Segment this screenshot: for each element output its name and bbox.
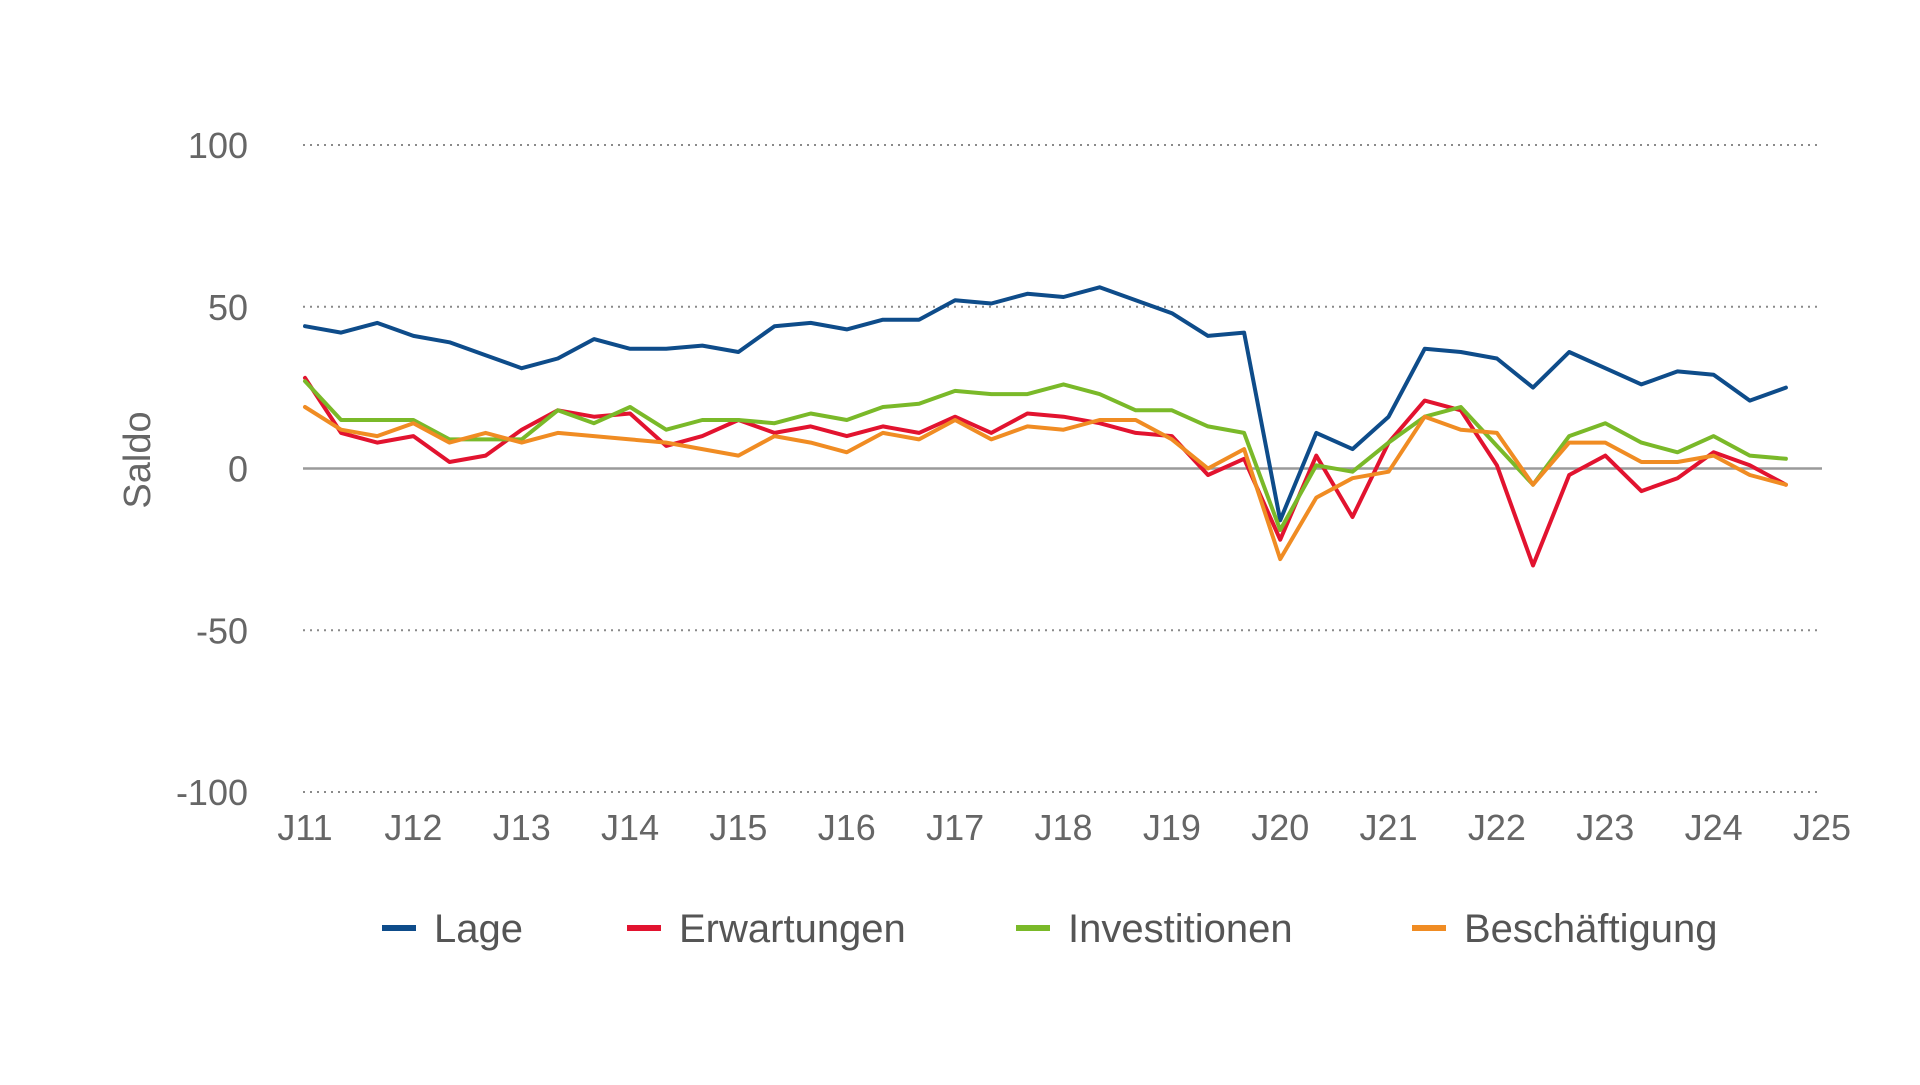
- legend: Lage Erwartungen Investitionen Beschäftigun…: [382, 907, 1718, 951]
- series-line-lage: [303, 285, 1788, 523]
- x-axis-ticks: J11 J12 J13 J14 J15 J16 J17 J18 J19 J20 J21 J22 J23 J…: [277, 807, 1851, 848]
- x-tick-label: J12: [384, 807, 442, 848]
- y-tick-label: -50: [196, 610, 248, 651]
- legend-label: Lage: [434, 907, 523, 951]
- gridlines: [303, 144, 1822, 793]
- x-tick-label: J22: [1468, 807, 1526, 848]
- x-tick-label: J13: [493, 807, 551, 848]
- x-tick-label: J20: [1251, 807, 1309, 848]
- y-tick-label: 100: [188, 125, 248, 166]
- y-tick-label: 50: [208, 287, 248, 328]
- y-axis-ticks: 100 50 0 -50 -100: [176, 125, 248, 813]
- legend-label: Beschäftigung: [1464, 907, 1718, 951]
- x-tick-label: J16: [818, 807, 876, 848]
- y-tick-label: -100: [176, 772, 248, 813]
- x-tick-label: J23: [1576, 807, 1634, 848]
- series-line-investitionen: [303, 379, 1788, 532]
- x-tick-label: J15: [709, 807, 767, 848]
- x-tick-label: J21: [1360, 807, 1418, 848]
- series-line-erwartungen: [303, 375, 1788, 568]
- y-tick-label: 0: [228, 449, 248, 490]
- x-tick-label: J19: [1143, 807, 1201, 848]
- x-tick-label: J25: [1793, 807, 1851, 848]
- series-lines: [303, 285, 1788, 568]
- series-line-beschäftigung: [303, 405, 1788, 562]
- legend-label: Erwartungen: [679, 907, 906, 951]
- x-tick-label: J18: [1034, 807, 1092, 848]
- y-axis-title: Saldo: [117, 411, 159, 508]
- legend-label: Investitionen: [1068, 907, 1293, 951]
- x-tick-label: J14: [601, 807, 659, 848]
- x-tick-label: J11: [277, 807, 332, 848]
- x-tick-label: J24: [1685, 807, 1743, 848]
- x-tick-label: J17: [926, 807, 984, 848]
